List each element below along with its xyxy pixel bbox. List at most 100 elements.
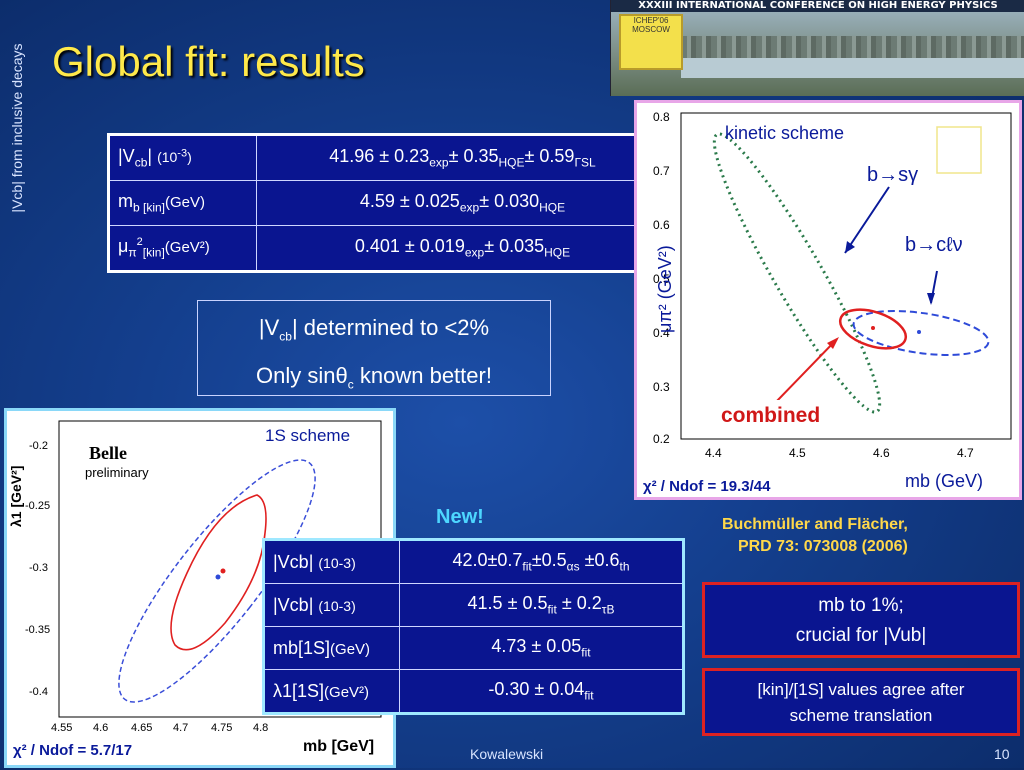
y-tick: 0.4 [653, 326, 670, 340]
river-image [681, 58, 1024, 78]
city-skyline-image [681, 36, 1024, 58]
kinetic-fit-plot: 0.8 0.7 0.6 0.5 0.4 0.3 0.2 4.4 4.5 4.6 … [634, 100, 1022, 500]
1s-results-table: |Vcb| (10-3) 42.0±0.7fit±0.5αs ±0.6th |V… [262, 538, 685, 715]
combined-center [871, 326, 875, 330]
mb-precision-box: mb to 1%; crucial for |Vub| [702, 582, 1020, 658]
mb-kin-label: mb [kin](GeV) [108, 180, 257, 226]
mupi-value: 0.401 ± 0.019exp± 0.035HQE [256, 225, 670, 272]
x-tick: 4.75 [211, 722, 232, 734]
combined-ellipse [838, 308, 908, 350]
table-row: |Vcb| (10-3) 42.0±0.7fit±0.5αs ±0.6th [263, 539, 684, 584]
y-tick: 0.7 [653, 164, 670, 178]
1s-inner-contour [170, 494, 267, 651]
mb-line-1: mb to 1%; [818, 595, 904, 616]
combined-label: combined [721, 404, 820, 427]
slide-title: Global fit: results [52, 38, 365, 85]
mb-line-2: crucial for |Vub| [795, 625, 927, 646]
mb-1s-value: 4.73 ± 0.05fit [399, 626, 684, 670]
y-tick: 0.3 [653, 380, 670, 394]
table-row: mb [kin](GeV) 4.59 ± 0.025exp± 0.030HQE [108, 180, 670, 226]
kinetic-results-table: |Vcb| (10-3) 41.96 ± 0.23exp± 0.35HQE± 0… [107, 133, 671, 273]
bsg-arrowhead [845, 241, 855, 253]
x-tick: 4.7 [173, 722, 188, 734]
reference-line-2: PRD 73: 073008 (2006) [737, 538, 908, 555]
kinetic-plot-svg: 0.8 0.7 0.6 0.5 0.4 0.3 0.2 4.4 4.5 4.6 … [643, 110, 1012, 495]
scheme-label: kinetic scheme [725, 123, 844, 143]
mupi-label: μπ2[kin](GeV²) [108, 225, 257, 272]
y-ticks: -0.2 -0.25 -0.3 -0.35 -0.4 [25, 440, 50, 698]
vcb-label: |Vcb| (10-3) [263, 583, 400, 627]
fit-point-red [220, 568, 226, 574]
mb-kin-value: 4.59 ± 0.025exp± 0.030HQE [256, 180, 670, 226]
vcb-value: 42.0±0.7fit±0.5αs ±0.6th [399, 539, 684, 584]
fit-point-blue [215, 574, 221, 580]
chi2-label: χ² / Ndof = 19.3/44 [643, 478, 771, 495]
footer-author: Kowalewski [470, 746, 544, 762]
x-ticks: 4.55 4.6 4.65 4.7 4.75 4.8 [51, 722, 268, 734]
bsg-arrow [844, 186, 890, 254]
kin-line-2: scheme translation [789, 706, 933, 725]
vcb-value: 41.5 ± 0.5fit ± 0.2τB [399, 583, 684, 627]
table-row: μπ2[kin](GeV²) 0.401 ± 0.019exp± 0.035HQ… [108, 225, 670, 272]
y-tick: -0.2 [29, 440, 48, 452]
table-row: |Vcb| (10-3) 41.5 ± 0.5fit ± 0.2τB [263, 583, 684, 627]
reference-line-1: Buchmüller and Flächer, [722, 516, 908, 533]
reference-citation: Buchmüller and Flächer, PRD 73: 073008 (… [722, 514, 908, 558]
mb-1s-label: mb[1S](GeV) [263, 626, 400, 670]
combined-label-bg [715, 400, 851, 428]
legend-box [936, 126, 982, 174]
conference-banner: XXXIII INTERNATIONAL CONFERENCE ON HIGH … [610, 0, 1024, 96]
x-tick: 4.6 [93, 722, 108, 734]
combined-arrow [774, 338, 838, 404]
y-tick: 0.5 [653, 272, 670, 286]
y-tick: 0.2 [653, 432, 670, 446]
scheme-label: 1S scheme [265, 426, 350, 445]
precision-note: |Vcb| determined to <2% Only sinθc known… [197, 300, 551, 396]
bclnu-ellipse [852, 310, 990, 356]
banner-text: XXXIII INTERNATIONAL CONFERENCE ON HIGH … [611, 0, 1024, 12]
table-row: mb[1S](GeV) 4.73 ± 0.05fit [263, 626, 684, 670]
x-tick: 4.5 [789, 446, 806, 460]
conference-logo: ICHEP'06 MOSCOW [619, 14, 683, 70]
scheme-agreement-box: [kin]/[1S] values agree after scheme tra… [702, 668, 1020, 736]
y-tick: -0.3 [29, 562, 48, 574]
note-line-1: |Vcb| determined to <2% [258, 315, 490, 344]
new-label: New! [436, 506, 484, 528]
y-tick: -0.25 [25, 500, 50, 512]
bclnu-arrowhead [927, 293, 935, 305]
y-tick: -0.4 [29, 686, 48, 698]
x-tick: 4.8 [253, 722, 268, 734]
y-tick: 0.6 [653, 218, 670, 232]
x-tick: 4.4 [705, 446, 722, 460]
preliminary-label: preliminary [85, 465, 149, 480]
x-tick: 4.55 [51, 722, 72, 734]
plot-frame [680, 112, 1012, 440]
bclnu-center [917, 330, 921, 334]
lambda1-label: λ1[1S](GeV²) [263, 669, 400, 714]
page-number: 10 [994, 746, 1010, 762]
side-label: |Vcb| from inclusive decays [9, 43, 25, 213]
y-tick: -0.35 [25, 624, 50, 636]
x-axis-label: mb (GeV) [905, 471, 983, 491]
vcb-value: 41.96 ± 0.23exp± 0.35HQE± 0.59ΓSL [256, 134, 670, 181]
1s-outer-ellipse [118, 459, 316, 703]
x-tick: 4.65 [131, 722, 152, 734]
y-tick: 0.8 [653, 110, 670, 124]
belle-label: Belle [89, 443, 127, 463]
kin-line-1: [kin]/[1S] values agree after [757, 680, 965, 699]
bsg-ellipse [712, 132, 882, 414]
vcb-label: |Vcb| (10-3) [108, 134, 257, 181]
note-line-2: Only sinθc known better! [256, 363, 492, 392]
vcb-label: |Vcb| (10-3) [263, 539, 400, 584]
y-ticks: 0.8 0.7 0.6 0.5 0.4 0.3 0.2 [653, 110, 670, 446]
x-ticks: 4.4 4.5 4.6 4.7 [705, 446, 974, 460]
table-row: |Vcb| (10-3) 41.96 ± 0.23exp± 0.35HQE± 0… [108, 134, 670, 181]
x-tick: 4.6 [873, 446, 890, 460]
x-axis-label: mb [GeV] [303, 738, 374, 755]
combined-arrowhead [827, 337, 839, 349]
table-row: λ1[1S](GeV²) -0.30 ± 0.04fit [263, 669, 684, 714]
lambda1-value: -0.30 ± 0.04fit [399, 669, 684, 714]
bclnu-label: b→cℓν [905, 234, 963, 256]
y-axis-label: μπ² (GeV²) [655, 245, 675, 333]
x-tick: 4.7 [957, 446, 974, 460]
